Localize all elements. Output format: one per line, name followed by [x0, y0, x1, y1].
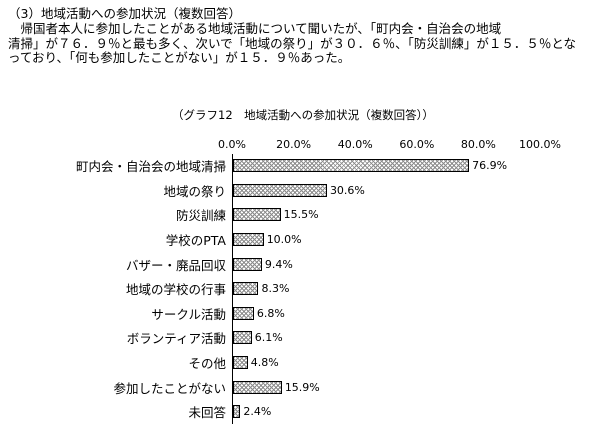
body-line: 清掃」が７６．９％と最も多く、次いで「地域の祭り」が３０．６％、「防災訓練」が１… — [8, 35, 577, 51]
x-tick-label: 0.0% — [218, 137, 246, 151]
x-tick-label: 60.0% — [399, 137, 435, 151]
category-label: 地域の学校の行事 — [125, 282, 226, 298]
chart-row: バザー・廃品回収 9.4% — [8, 251, 598, 277]
chart-row: 未回答 2.4% — [8, 399, 598, 425]
category-label: 参加したことがない — [113, 380, 226, 396]
value-label: 4.8% — [250, 356, 279, 370]
chart-row: 学校のPTA 10.0% — [8, 227, 598, 252]
x-axis: 0.0% 20.0% 40.0% 60.0% 80.0% 100.0% — [8, 138, 598, 152]
plot-rows: 町内会・自治会の地域清掃 76.9% 地域の祭り 30.6% 防災訓練 15.5% 学校のP… — [8, 153, 598, 425]
body-paragraph: 帰国者本人に参加したことがある地域活動について聞いたが、「町内会・自治会の地域 … — [8, 21, 598, 66]
bar-track: 4.8% — [232, 350, 540, 375]
x-tick-label: 80.0% — [460, 137, 496, 151]
bar-track: 10.0% — [232, 227, 540, 252]
bar — [233, 405, 241, 419]
x-tick-label: 40.0% — [337, 137, 373, 151]
bar — [233, 306, 254, 320]
bar — [233, 331, 252, 345]
value-label: 10.0% — [266, 233, 302, 247]
bar — [233, 380, 282, 394]
body-line: っており、「何も参加したことがない」が１５．９％あった。 — [8, 50, 351, 65]
x-axis-ticks: 0.0% 20.0% 40.0% 60.0% 80.0% 100.0% — [218, 137, 561, 152]
bar — [233, 356, 248, 370]
category-label: 学校のPTA — [165, 233, 226, 249]
body-line: 帰国者本人に参加したことがある地域活動について聞いたが、「町内会・自治会の地域 — [8, 21, 502, 36]
bar-track: 6.8% — [232, 301, 540, 326]
value-label: 15.9% — [284, 380, 320, 394]
chart-title: （グラフ12 地域活動への参加状況（複数回答）） — [172, 107, 434, 122]
value-label: 9.4% — [264, 257, 293, 271]
category-label: 防災訓練 — [175, 208, 226, 224]
chart-row: 地域の学校の行事 8.3% — [8, 276, 598, 302]
value-label: 2.4% — [243, 405, 272, 419]
x-tick-label: 20.0% — [276, 137, 312, 151]
x-tick-label: 100.0% — [519, 137, 561, 151]
bar — [233, 159, 470, 173]
chart-row: 防災訓練 15.5% — [8, 202, 598, 228]
section-heading: （3）地域活動への参加状況（複数回答） — [8, 6, 241, 21]
value-label: 8.3% — [261, 282, 290, 296]
bar-track: 2.4% — [232, 399, 540, 425]
bar-track: 8.3% — [232, 276, 540, 302]
chart-row: ボランティア活動 6.1% — [8, 325, 598, 351]
chart-row: サークル活動 6.8% — [8, 301, 598, 326]
chart-row: 町内会・自治会の地域清掃 76.9% — [8, 153, 598, 179]
value-label: 6.8% — [256, 306, 285, 320]
chart-row: 参加したことがない 15.9% — [8, 374, 598, 400]
chart-row: その他 4.8% — [8, 350, 598, 375]
bar — [233, 257, 262, 271]
bar-track: 15.5% — [232, 202, 540, 228]
bar — [233, 233, 264, 247]
category-label: 未回答 — [188, 405, 226, 421]
category-label: バザー・廃品回収 — [125, 257, 226, 273]
chart-row: 地域の祭り 30.6% — [8, 178, 598, 203]
value-label: 6.1% — [254, 331, 283, 345]
category-label: 地域の祭り — [163, 183, 226, 199]
bar-track: 6.1% — [232, 325, 540, 351]
category-label: ボランティア活動 — [126, 331, 226, 347]
value-label: 15.5% — [283, 208, 319, 222]
bar-track: 9.4% — [232, 251, 540, 277]
bar-track: 15.9% — [232, 374, 540, 400]
bar — [233, 183, 327, 197]
category-label: 町内会・自治会の地域清掃 — [75, 159, 226, 175]
bar — [233, 282, 259, 296]
value-label: 30.6% — [329, 183, 365, 197]
category-label: サークル活動 — [151, 306, 226, 322]
bar-track: 30.6% — [232, 178, 540, 203]
category-label: その他 — [188, 356, 226, 372]
axis-spacer — [8, 138, 232, 152]
bar — [233, 208, 281, 222]
bar-track: 76.9% — [232, 153, 540, 179]
value-label: 76.9% — [472, 159, 508, 173]
